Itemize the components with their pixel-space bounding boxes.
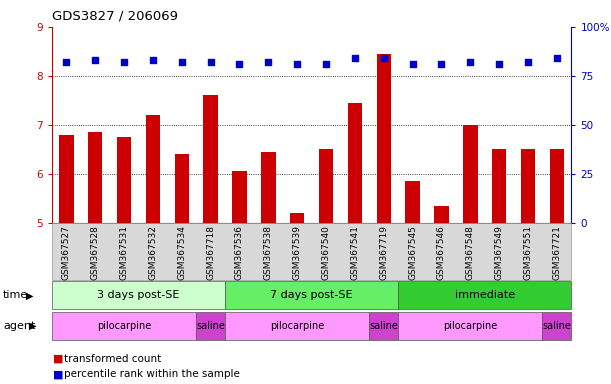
Bar — [175, 154, 189, 223]
Text: pilocarpine: pilocarpine — [270, 321, 324, 331]
Text: 3 days post-SE: 3 days post-SE — [97, 290, 180, 300]
Bar — [88, 132, 103, 223]
Point — [206, 59, 216, 65]
Point — [119, 59, 129, 65]
Text: ■: ■ — [53, 354, 64, 364]
Bar — [203, 96, 218, 223]
Text: pilocarpine: pilocarpine — [443, 321, 497, 331]
Text: ■: ■ — [53, 369, 64, 379]
Text: GSM367540: GSM367540 — [321, 225, 331, 280]
Point — [235, 61, 244, 67]
Text: GSM367531: GSM367531 — [120, 225, 128, 280]
Bar — [376, 54, 391, 223]
Point — [379, 55, 389, 61]
Point — [494, 61, 504, 67]
Text: transformed count: transformed count — [64, 354, 161, 364]
Text: saline: saline — [543, 321, 571, 331]
Text: immediate: immediate — [455, 290, 515, 300]
Point — [321, 61, 331, 67]
Text: GSM367536: GSM367536 — [235, 225, 244, 280]
Text: GSM367545: GSM367545 — [408, 225, 417, 280]
Bar — [521, 149, 535, 223]
Bar — [59, 135, 73, 223]
Text: GSM367538: GSM367538 — [264, 225, 273, 280]
Text: GSM367532: GSM367532 — [148, 225, 158, 280]
Text: 7 days post-SE: 7 days post-SE — [270, 290, 353, 300]
Bar — [232, 171, 247, 223]
Bar — [145, 115, 160, 223]
Text: GSM367548: GSM367548 — [466, 225, 475, 280]
Text: GSM367721: GSM367721 — [552, 225, 562, 280]
Bar — [434, 205, 448, 223]
Bar — [492, 149, 507, 223]
Point — [177, 59, 187, 65]
Text: GSM367719: GSM367719 — [379, 225, 388, 280]
Point — [148, 57, 158, 63]
Bar — [261, 152, 276, 223]
Text: ▶: ▶ — [26, 290, 33, 300]
Bar — [550, 149, 564, 223]
Point — [523, 59, 533, 65]
Bar — [405, 181, 420, 223]
Point — [292, 61, 302, 67]
Bar — [348, 103, 362, 223]
Text: GSM367539: GSM367539 — [293, 225, 302, 280]
Text: GSM367528: GSM367528 — [90, 225, 100, 280]
Text: percentile rank within the sample: percentile rank within the sample — [64, 369, 240, 379]
Point — [552, 55, 562, 61]
Bar — [290, 213, 304, 223]
Bar — [463, 125, 478, 223]
Text: pilocarpine: pilocarpine — [97, 321, 151, 331]
Point — [350, 55, 360, 61]
Text: time: time — [3, 290, 28, 300]
Point — [90, 57, 100, 63]
Point — [437, 61, 447, 67]
Text: saline: saline — [196, 321, 225, 331]
Text: GDS3827 / 206069: GDS3827 / 206069 — [52, 10, 178, 23]
Point — [263, 59, 273, 65]
Bar — [117, 137, 131, 223]
Text: ▶: ▶ — [29, 321, 36, 331]
Point — [466, 59, 475, 65]
Text: GSM367527: GSM367527 — [62, 225, 71, 280]
Text: saline: saline — [369, 321, 398, 331]
Text: GSM367534: GSM367534 — [177, 225, 186, 280]
Bar — [319, 149, 333, 223]
Text: GSM367551: GSM367551 — [524, 225, 533, 280]
Point — [408, 61, 417, 67]
Text: GSM367549: GSM367549 — [495, 225, 503, 280]
Text: agent: agent — [3, 321, 35, 331]
Point — [62, 59, 71, 65]
Text: GSM367718: GSM367718 — [206, 225, 215, 280]
Text: GSM367541: GSM367541 — [350, 225, 359, 280]
Text: GSM367546: GSM367546 — [437, 225, 446, 280]
